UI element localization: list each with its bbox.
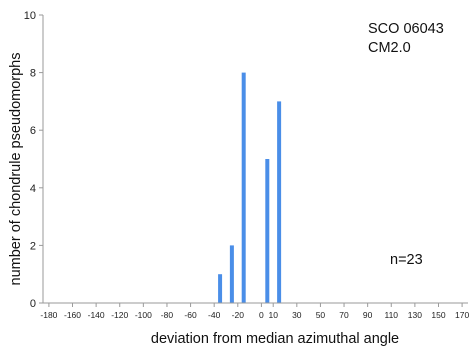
sample-type-annotation: CM2.0 xyxy=(368,40,411,56)
x-tick-label: 10 xyxy=(268,310,278,320)
x-axis-title: deviation from median azimuthal angle xyxy=(151,331,399,347)
x-tick-label: -80 xyxy=(161,310,174,320)
x-tick-label: -160 xyxy=(64,310,81,320)
bar xyxy=(265,159,270,303)
sample-name-annotation: SCO 06043 xyxy=(368,21,444,37)
y-tick-label: 10 xyxy=(24,10,36,22)
x-tick-label: -40 xyxy=(208,310,221,320)
bar xyxy=(218,274,223,303)
x-tick-label: -120 xyxy=(111,310,128,320)
x-tick-label: -140 xyxy=(88,310,105,320)
x-tick-label: 90 xyxy=(363,310,373,320)
x-axis-ticks: -180 -160 -140 -120 -100 -80 -60 -40 -20 0 10 30 50 7… xyxy=(40,303,469,320)
x-tick-label: 50 xyxy=(316,310,326,320)
bars xyxy=(218,72,282,304)
x-tick-label: -180 xyxy=(40,310,57,320)
x-tick-label: 70 xyxy=(339,310,349,320)
bar xyxy=(277,101,282,304)
y-axis-title: number of chondrule pseudomorphs xyxy=(8,53,24,286)
x-tick-label: 110 xyxy=(384,310,398,320)
y-tick-label: 0 xyxy=(30,298,36,310)
bar xyxy=(241,72,246,303)
y-axis-ticks: 0 2 4 6 8 10 xyxy=(24,10,43,310)
x-tick-label: -60 xyxy=(184,310,197,320)
x-tick-label: -20 xyxy=(232,310,245,320)
x-tick-label: -100 xyxy=(135,310,152,320)
bar xyxy=(229,245,234,303)
sample-count-annotation: n=23 xyxy=(390,252,423,268)
x-tick-label: 30 xyxy=(292,310,302,320)
x-tick-label: 130 xyxy=(408,310,422,320)
y-tick-label: 8 xyxy=(30,68,36,80)
x-tick-label: 0 xyxy=(259,310,264,320)
x-tick-label: 150 xyxy=(431,310,445,320)
y-tick-label: 6 xyxy=(30,125,36,137)
y-tick-label: 4 xyxy=(30,183,36,195)
y-tick-label: 2 xyxy=(30,240,36,252)
x-tick-label: 170 xyxy=(455,310,469,320)
